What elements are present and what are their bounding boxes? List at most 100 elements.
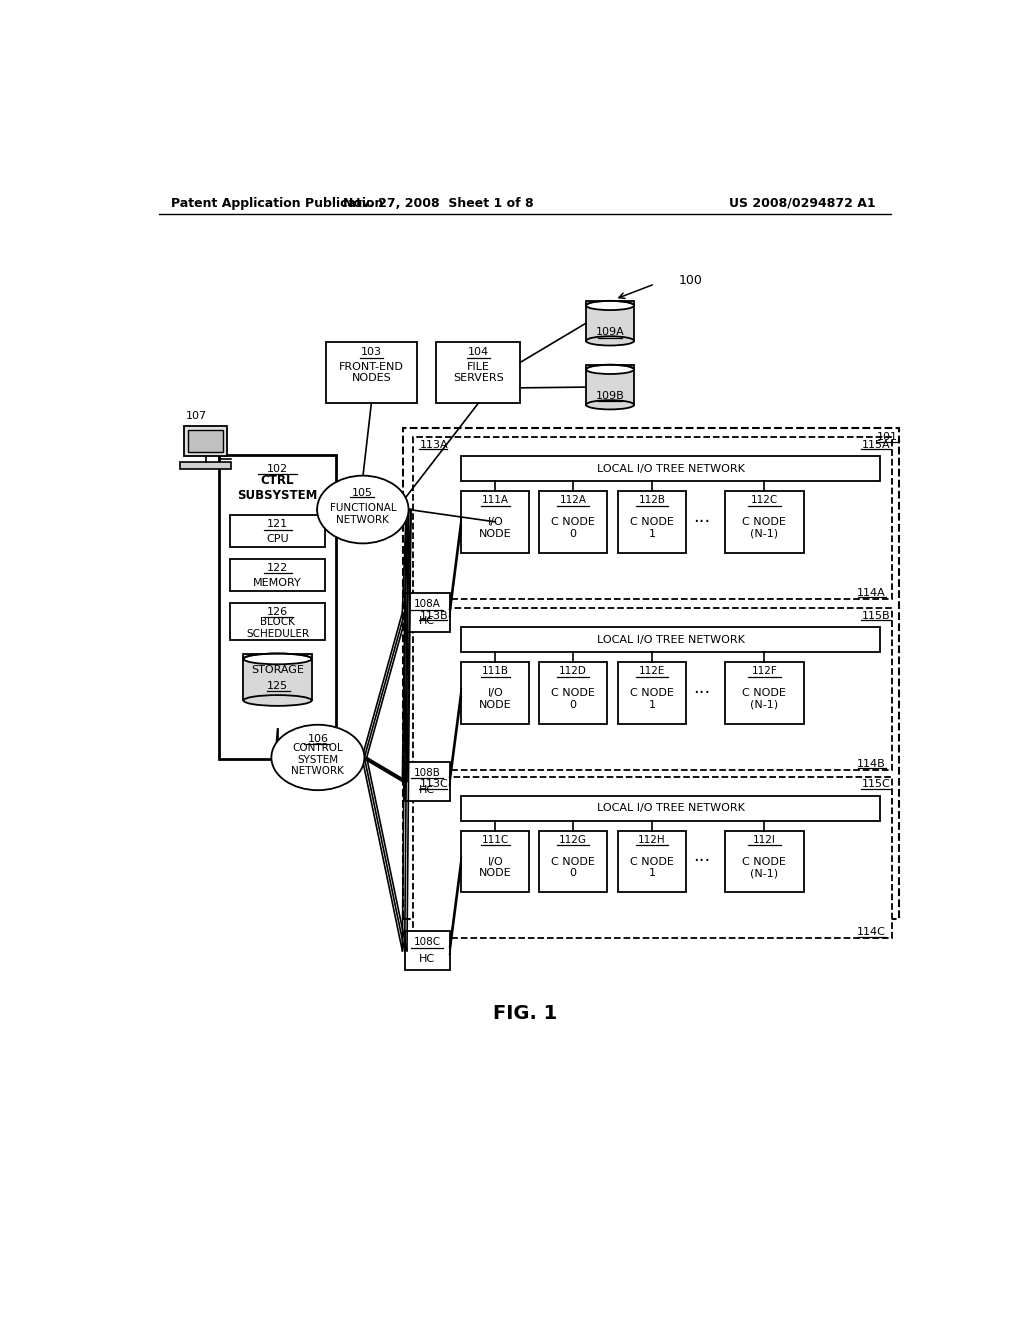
Text: FRONT-END
NODES: FRONT-END NODES xyxy=(339,362,403,383)
Text: 102: 102 xyxy=(267,463,288,474)
Ellipse shape xyxy=(586,337,634,346)
Ellipse shape xyxy=(271,725,365,791)
Text: 111A: 111A xyxy=(482,495,509,506)
Text: MEMORY: MEMORY xyxy=(253,578,302,587)
Text: FIG. 1: FIG. 1 xyxy=(493,1003,557,1023)
Text: 112A: 112A xyxy=(559,495,587,506)
Text: C NODE
1: C NODE 1 xyxy=(630,857,674,878)
Text: C NODE
(N-1): C NODE (N-1) xyxy=(742,688,786,710)
Bar xyxy=(586,301,634,341)
Text: 112H: 112H xyxy=(638,834,666,845)
Bar xyxy=(219,455,336,759)
Text: 122: 122 xyxy=(267,564,288,573)
Bar xyxy=(725,830,804,892)
Bar xyxy=(539,491,607,553)
Bar xyxy=(539,830,607,892)
Text: 113C: 113C xyxy=(420,779,449,789)
Bar xyxy=(461,627,880,652)
Ellipse shape xyxy=(244,696,311,706)
Bar xyxy=(586,364,634,405)
Text: I/O
NODE: I/O NODE xyxy=(479,688,512,710)
Ellipse shape xyxy=(317,475,409,544)
Bar xyxy=(617,491,686,553)
Text: C NODE
0: C NODE 0 xyxy=(551,857,595,878)
Text: CONTROL
SYSTEM
NETWORK: CONTROL SYSTEM NETWORK xyxy=(292,743,344,776)
Text: C NODE
(N-1): C NODE (N-1) xyxy=(742,857,786,878)
Text: 126: 126 xyxy=(267,607,288,616)
Text: 107: 107 xyxy=(186,412,207,421)
Text: 113B: 113B xyxy=(420,611,449,620)
Text: 115A: 115A xyxy=(862,440,891,450)
Text: 108B: 108B xyxy=(414,768,440,777)
Bar xyxy=(414,609,892,770)
Ellipse shape xyxy=(244,653,311,664)
Bar xyxy=(404,762,450,800)
Text: 115B: 115B xyxy=(862,611,891,620)
Text: LOCAL I/O TREE NETWORK: LOCAL I/O TREE NETWORK xyxy=(597,463,744,474)
Bar xyxy=(725,491,804,553)
Text: LOCAL I/O TREE NETWORK: LOCAL I/O TREE NETWORK xyxy=(597,804,744,813)
Text: 112B: 112B xyxy=(638,495,666,506)
Bar xyxy=(403,428,899,919)
Text: CTRL
SUBSYSTEM: CTRL SUBSYSTEM xyxy=(238,474,317,502)
Text: ···: ··· xyxy=(693,684,710,702)
Text: 112F: 112F xyxy=(752,667,777,676)
Bar xyxy=(461,663,529,723)
Text: 111B: 111B xyxy=(482,667,509,676)
Bar xyxy=(414,776,892,939)
Text: HC: HC xyxy=(419,785,435,795)
Ellipse shape xyxy=(586,400,634,409)
Text: I/O
NODE: I/O NODE xyxy=(479,857,512,878)
Bar xyxy=(230,558,325,591)
Ellipse shape xyxy=(586,364,634,374)
Bar xyxy=(539,663,607,723)
Text: 112D: 112D xyxy=(559,667,587,676)
Text: FUNCTIONAL
NETWORK: FUNCTIONAL NETWORK xyxy=(330,503,396,525)
Text: ···: ··· xyxy=(693,853,710,870)
Bar xyxy=(461,457,880,480)
Bar xyxy=(180,462,231,470)
Bar xyxy=(461,796,880,821)
Text: HC: HC xyxy=(419,616,435,626)
Bar xyxy=(461,830,529,892)
Text: 111C: 111C xyxy=(481,834,509,845)
Bar xyxy=(404,932,450,970)
Text: Nov. 27, 2008  Sheet 1 of 8: Nov. 27, 2008 Sheet 1 of 8 xyxy=(343,197,534,210)
Bar xyxy=(617,663,686,723)
Text: C NODE
1: C NODE 1 xyxy=(630,688,674,710)
Text: C NODE
(N-1): C NODE (N-1) xyxy=(742,517,786,539)
Text: 101: 101 xyxy=(877,432,898,442)
Text: C NODE
1: C NODE 1 xyxy=(630,517,674,539)
Text: 113A: 113A xyxy=(420,440,449,450)
Bar xyxy=(230,515,325,548)
Text: 125: 125 xyxy=(267,681,288,690)
Text: ···: ··· xyxy=(693,513,710,531)
Bar xyxy=(230,603,325,640)
Text: 100: 100 xyxy=(678,273,702,286)
Bar xyxy=(725,663,804,723)
Text: CPU: CPU xyxy=(266,533,289,544)
Text: 103: 103 xyxy=(360,347,382,358)
Bar xyxy=(326,342,417,404)
Text: 105: 105 xyxy=(352,487,374,498)
Bar xyxy=(244,653,311,701)
Text: Patent Application Publication: Patent Application Publication xyxy=(171,197,383,210)
Text: 112G: 112G xyxy=(559,834,587,845)
Bar xyxy=(461,491,529,553)
Text: 108C: 108C xyxy=(414,937,440,948)
Text: 114C: 114C xyxy=(857,927,886,937)
Text: 121: 121 xyxy=(267,519,288,529)
Bar xyxy=(183,426,227,455)
Bar xyxy=(617,830,686,892)
Bar xyxy=(404,594,450,632)
Text: C NODE
0: C NODE 0 xyxy=(551,688,595,710)
Text: STORAGE: STORAGE xyxy=(251,665,304,676)
Text: 112E: 112E xyxy=(639,667,665,676)
Text: 108A: 108A xyxy=(414,599,440,610)
Text: 109A: 109A xyxy=(596,327,625,338)
Text: I/O
NODE: I/O NODE xyxy=(479,517,512,539)
Text: FILE
SERVERS: FILE SERVERS xyxy=(453,362,504,383)
Bar xyxy=(436,342,520,404)
Text: 114B: 114B xyxy=(857,759,886,768)
Text: 112I: 112I xyxy=(753,834,776,845)
